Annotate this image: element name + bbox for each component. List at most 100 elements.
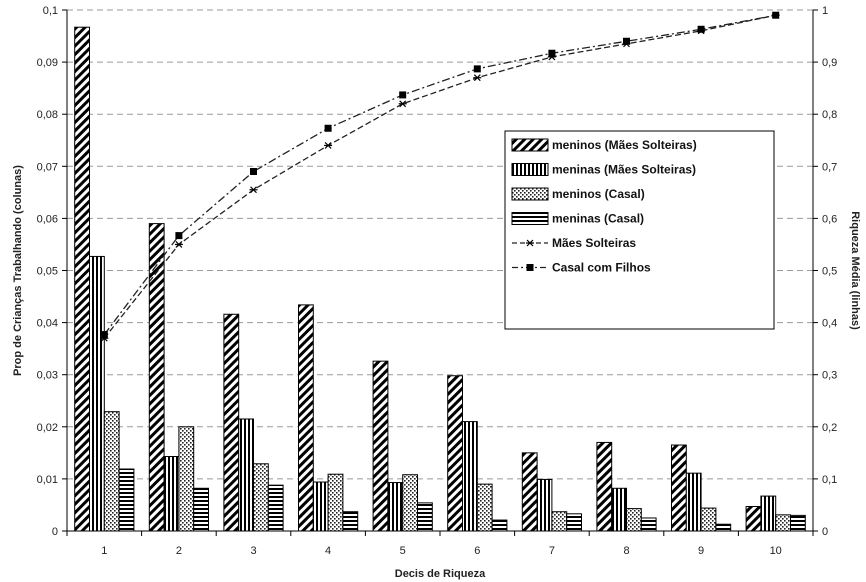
bar-vertical — [387, 482, 404, 532]
line-marker-square — [324, 124, 332, 132]
y-tick-label: 0,03 — [37, 370, 58, 382]
y-tick-label: 0,04 — [37, 318, 58, 330]
line-marker-star — [249, 186, 258, 194]
bar-dots — [476, 483, 493, 532]
x-tick-label: 4 — [325, 545, 331, 557]
legend-item: meninos (Casal) — [511, 187, 645, 201]
x-tick-label: 9 — [698, 545, 704, 557]
bar-vertical — [89, 255, 105, 532]
legend-label: meninos (Casal) — [552, 187, 645, 201]
bar-dots — [178, 426, 195, 532]
line-marker-star — [174, 241, 183, 248]
bar-diagonal — [223, 313, 240, 532]
x-tick-label: 10 — [770, 545, 782, 557]
bar-diagonal — [148, 223, 165, 532]
y2-tick-label: 0,5 — [822, 266, 837, 278]
bar-diagonal — [671, 444, 687, 532]
line-marker-star — [526, 239, 534, 247]
bar-horizontal — [491, 519, 508, 532]
x-tick-label: 8 — [623, 545, 629, 557]
legend-item: meninos (Mães Solteiras) — [511, 138, 697, 152]
y2-tick-label: 0,9 — [822, 57, 837, 69]
legend: meninos (Mães Solteiras) meninas (Mães So… — [504, 130, 775, 330]
bar-diagonal — [298, 304, 314, 532]
bar-horizontal — [118, 468, 135, 532]
legend-label: Casal com Filhos — [552, 261, 651, 275]
legend-swatch — [511, 163, 549, 176]
y2-tick-label: 0,4 — [822, 318, 837, 330]
bar-diagonal — [447, 375, 464, 532]
bars-layer — [74, 26, 806, 532]
y2-tick-label: 0,8 — [822, 109, 837, 121]
legend-item: Mães Solteiras — [512, 236, 636, 250]
y-tick-label: 0 — [52, 526, 58, 538]
bar-horizontal — [193, 487, 209, 532]
series-line — [103, 14, 776, 339]
x-tick-label: 2 — [176, 545, 182, 557]
y2-tick-label: 0,1 — [822, 474, 837, 486]
bar-vertical — [163, 455, 180, 532]
lines-layer — [100, 11, 780, 342]
legend-label: meninas (Casal) — [552, 212, 644, 226]
y-tick-label: 0,05 — [37, 266, 58, 278]
legend-swatch — [511, 138, 549, 152]
bar-dots — [103, 411, 120, 532]
bar-horizontal — [417, 502, 433, 532]
bar-horizontal — [715, 523, 732, 532]
bar-horizontal — [267, 484, 284, 532]
bar-horizontal — [790, 514, 806, 532]
legend-box — [504, 130, 775, 330]
y2-tick-label: 0,2 — [822, 422, 837, 434]
y-tick-label: 0,07 — [37, 161, 58, 173]
ticks-layer: 0 0 0,01 0,1 0,02 0,2 0,03 0,3 0,04 0,4 0,05 0,5 0,0… — [37, 5, 838, 557]
bar-dots — [551, 511, 568, 532]
bar-vertical — [685, 472, 702, 532]
x-tick-label: 7 — [549, 545, 555, 557]
bar-dots — [253, 463, 269, 532]
bar-diagonal — [372, 360, 389, 532]
bar-dots — [775, 514, 792, 532]
line-marker-star — [324, 142, 333, 149]
x-axis-title: Decis de Riqueza — [395, 568, 486, 580]
bar-vertical — [312, 481, 329, 532]
bar-horizontal — [640, 517, 657, 532]
y2-tick-label: 0,3 — [822, 370, 837, 382]
bar-dots — [700, 507, 717, 532]
y-tick-label: 0,06 — [37, 213, 58, 225]
line-marker-square — [623, 37, 630, 45]
bar-horizontal — [566, 513, 583, 532]
line-marker-square — [175, 232, 183, 240]
legend-label: meninos (Mães Solteiras) — [552, 138, 697, 152]
y-tick-label: 0,1 — [43, 5, 58, 17]
bar-diagonal — [745, 506, 762, 532]
line-marker-square — [548, 49, 556, 57]
bar-diagonal — [521, 452, 538, 532]
legend-swatch — [511, 187, 549, 201]
y-tick-label: 0,02 — [37, 422, 58, 434]
legend-label: Mães Solteiras — [552, 236, 636, 250]
line-marker-square — [697, 25, 705, 33]
y-tick-label: 0,08 — [37, 109, 58, 121]
bar-vertical — [462, 421, 478, 532]
bar-diagonal — [74, 26, 90, 532]
line-marker-square — [473, 65, 481, 73]
line-marker-square — [772, 11, 780, 19]
legend-item: meninas (Casal) — [511, 212, 644, 226]
bar-vertical — [238, 418, 254, 532]
legend-swatch — [511, 212, 549, 225]
line-marker-square — [250, 168, 257, 176]
bar-vertical — [760, 495, 777, 532]
bar-diagonal — [596, 441, 613, 532]
y-tick-label: 0,01 — [37, 474, 58, 486]
bar-dots — [327, 473, 344, 532]
bar-vertical — [611, 487, 628, 532]
line-marker-square — [526, 264, 534, 271]
legend-item: meninas (Mães Solteiras) — [511, 163, 696, 177]
x-tick-label: 6 — [474, 545, 480, 557]
bar-dots — [626, 508, 642, 532]
bar-vertical — [536, 478, 553, 532]
y-axis-title-right: Riqueza Média (linhas) — [849, 211, 861, 330]
line-marker-star — [398, 100, 407, 108]
y2-tick-label: 0,6 — [822, 213, 837, 225]
